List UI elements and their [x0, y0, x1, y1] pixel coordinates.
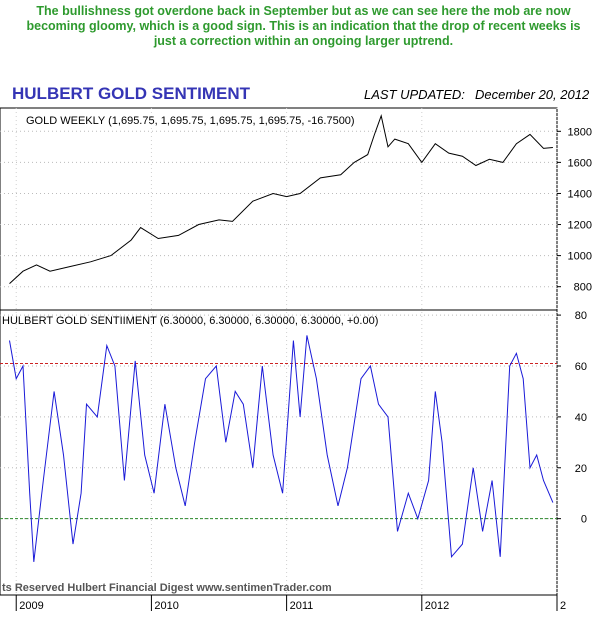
gold-y-tick-label-1400: 1400	[568, 188, 592, 200]
reference-lines	[0, 362, 557, 520]
sentiment-y-tick-label-20: 20	[575, 463, 587, 475]
sentiment-y-tick-label-0: 0	[581, 514, 587, 526]
gold-y-tick-label-1000: 1000	[568, 251, 592, 263]
copyright-footer: ts Reserved Hulbert Financial Digest www…	[2, 582, 332, 594]
sentiment-gridlines	[0, 314, 557, 520]
gold-series-label: GOLD WEEKLY (1,695.75, 1,695.75, 1,695.7…	[26, 115, 355, 127]
year-axis: 2009 2010 2011 2012 2	[15, 108, 566, 612]
year-label-4: 2	[560, 600, 566, 612]
year-label-0: 2009	[19, 600, 43, 612]
year-label-3: 2012	[425, 600, 449, 612]
sentiment-y-axis: 0 20 40 60 80	[557, 310, 587, 526]
gold-y-tick-label-1800: 1800	[568, 126, 592, 138]
sentiment-y-tick-label-60: 60	[575, 361, 587, 373]
year-label-2: 2011	[290, 600, 314, 612]
caption-text: The bullishness got overdone back in Sep…	[26, 4, 581, 48]
sentiment-series-label: HULBERT GOLD SENTIIMENT (6.30000, 6.3000…	[2, 315, 378, 327]
sentiment-y-tick-label-40: 40	[575, 412, 587, 424]
gold-weekly-line	[9, 113, 553, 284]
gold-y-tick-label-1200: 1200	[568, 220, 592, 232]
gold-panel-frame	[0, 107, 558, 311]
gold-gridlines	[0, 130, 557, 288]
gold-y-tick-label-1600: 1600	[568, 157, 592, 169]
gold-y-axis: 800 1000 1200 1400 1600 1800	[557, 126, 592, 294]
last-updated-label: LAST UPDATED:	[364, 87, 465, 102]
last-updated-date: December 20, 2012	[475, 87, 590, 102]
sentiment-y-tick-label-80: 80	[575, 310, 587, 322]
series-lines	[9, 113, 554, 562]
chart-title: HULBERT GOLD SENTIMENT	[12, 84, 251, 103]
gold-y-tick-label-800: 800	[574, 282, 592, 294]
year-label-1: 2010	[154, 600, 178, 612]
hulbert-sentiment-line	[9, 335, 554, 562]
